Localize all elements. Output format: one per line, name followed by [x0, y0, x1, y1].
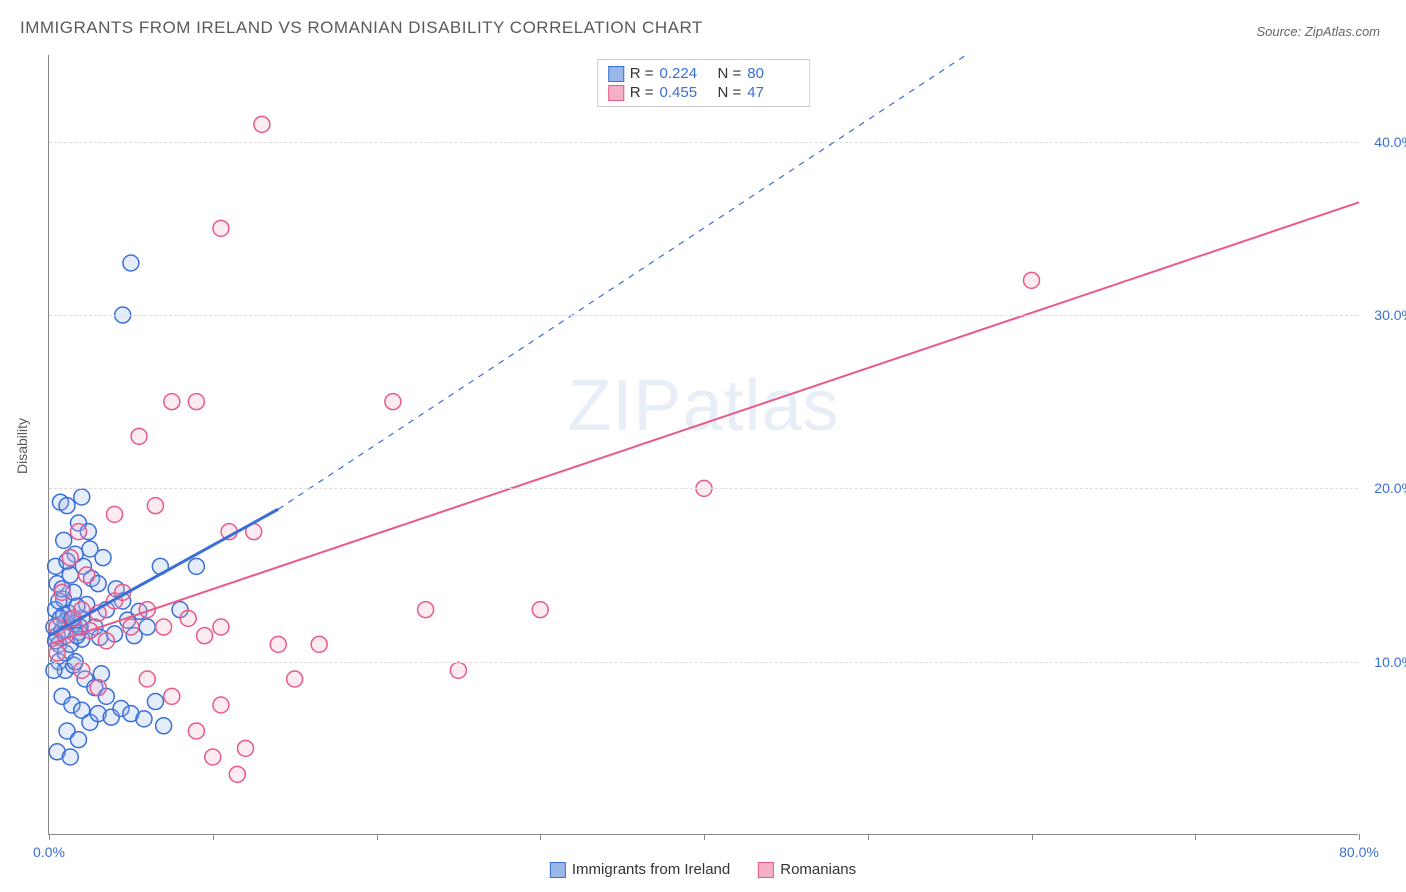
- legend-swatch-romanians: [758, 862, 774, 878]
- scatter-point-romanians: [532, 602, 548, 618]
- scatter-point-ireland: [156, 718, 172, 734]
- grid-line: [49, 662, 1358, 663]
- scatter-point-romanians: [123, 619, 139, 635]
- y-tick-label: 40.0%: [1364, 134, 1406, 150]
- scatter-point-romanians: [1024, 272, 1040, 288]
- y-axis-label: Disability: [14, 418, 30, 474]
- scatter-point-ireland: [56, 532, 72, 548]
- scatter-point-romanians: [385, 394, 401, 410]
- plot-svg: [49, 55, 1358, 834]
- y-tick-label: 30.0%: [1364, 307, 1406, 323]
- scatter-point-romanians: [156, 619, 172, 635]
- scatter-point-romanians: [62, 550, 78, 566]
- x-tick: [1359, 834, 1360, 840]
- scatter-point-ireland: [139, 619, 155, 635]
- scatter-point-ireland: [59, 498, 75, 514]
- x-tick: [704, 834, 705, 840]
- scatter-point-romanians: [164, 394, 180, 410]
- x-tick-label: 0.0%: [33, 844, 65, 860]
- scatter-point-ireland: [70, 732, 86, 748]
- legend-swatch-ireland: [550, 862, 566, 878]
- x-tick: [213, 834, 214, 840]
- scatter-point-romanians: [164, 688, 180, 704]
- scatter-point-romanians: [90, 680, 106, 696]
- scatter-point-romanians: [213, 697, 229, 713]
- scatter-point-romanians: [74, 662, 90, 678]
- scatter-point-romanians: [213, 619, 229, 635]
- scatter-point-romanians: [238, 740, 254, 756]
- legend-label-ireland: Immigrants from Ireland: [572, 861, 730, 878]
- chart-title: IMMIGRANTS FROM IRELAND VS ROMANIAN DISA…: [20, 18, 703, 38]
- y-tick-label: 10.0%: [1364, 654, 1406, 670]
- scatter-point-ireland: [123, 255, 139, 271]
- scatter-point-romanians: [188, 394, 204, 410]
- plot-area: ZIPatlas R = 0.224 N = 80 R = 0.455 N = …: [48, 55, 1358, 835]
- x-tick: [49, 834, 50, 840]
- scatter-point-ireland: [46, 662, 62, 678]
- scatter-point-romanians: [180, 610, 196, 626]
- scatter-point-romanians: [188, 723, 204, 739]
- scatter-point-romanians: [418, 602, 434, 618]
- scatter-point-romanians: [49, 645, 65, 661]
- grid-line: [49, 488, 1358, 489]
- scatter-point-romanians: [254, 116, 270, 132]
- scatter-point-romanians: [139, 671, 155, 687]
- scatter-point-romanians: [287, 671, 303, 687]
- x-tick: [540, 834, 541, 840]
- scatter-point-ireland: [62, 749, 78, 765]
- scatter-point-ireland: [188, 558, 204, 574]
- scatter-point-romanians: [54, 584, 70, 600]
- scatter-point-romanians: [107, 506, 123, 522]
- legend-item-romanians: Romanians: [758, 861, 856, 878]
- x-tick: [1195, 834, 1196, 840]
- scatter-point-ireland: [136, 711, 152, 727]
- scatter-point-romanians: [79, 567, 95, 583]
- scatter-point-romanians: [131, 428, 147, 444]
- scatter-point-romanians: [70, 524, 86, 540]
- scatter-point-romanians: [213, 220, 229, 236]
- scatter-point-romanians: [450, 662, 466, 678]
- scatter-point-ireland: [82, 541, 98, 557]
- scatter-point-romanians: [197, 628, 213, 644]
- scatter-point-ireland: [147, 694, 163, 710]
- scatter-point-romanians: [311, 636, 327, 652]
- scatter-point-ireland: [74, 489, 90, 505]
- scatter-point-romanians: [270, 636, 286, 652]
- x-tick: [377, 834, 378, 840]
- y-tick-label: 20.0%: [1364, 480, 1406, 496]
- regression-line-ireland-dashed: [278, 55, 966, 509]
- bottom-legend: Immigrants from Ireland Romanians: [550, 861, 856, 878]
- scatter-point-romanians: [98, 633, 114, 649]
- scatter-point-romanians: [147, 498, 163, 514]
- x-tick: [1032, 834, 1033, 840]
- grid-line: [49, 315, 1358, 316]
- x-tick-label: 80.0%: [1339, 844, 1379, 860]
- source-caption: Source: ZipAtlas.com: [1256, 24, 1380, 39]
- legend-label-romanians: Romanians: [780, 861, 856, 878]
- regression-line-romanians: [49, 202, 1359, 644]
- grid-line: [49, 142, 1358, 143]
- legend-item-ireland: Immigrants from Ireland: [550, 861, 730, 878]
- scatter-point-romanians: [229, 766, 245, 782]
- scatter-point-romanians: [205, 749, 221, 765]
- x-tick: [868, 834, 869, 840]
